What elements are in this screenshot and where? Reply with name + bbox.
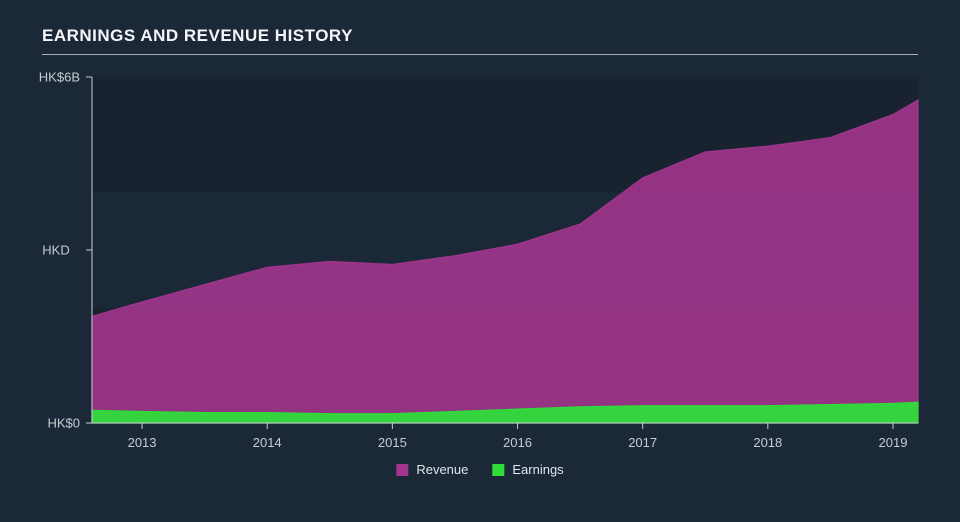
x-tick-label: 2015 — [378, 435, 407, 450]
legend: Revenue Earnings — [396, 462, 563, 477]
x-tick-label: 2018 — [753, 435, 782, 450]
legend-label-earnings: Earnings — [512, 462, 563, 477]
legend-label-revenue: Revenue — [416, 462, 468, 477]
chart-title: EARNINGS AND REVENUE HISTORY — [42, 26, 353, 46]
legend-swatch-revenue — [396, 464, 408, 476]
legend-item-revenue: Revenue — [396, 462, 468, 477]
title-rule — [42, 54, 918, 55]
legend-item-earnings: Earnings — [492, 462, 563, 477]
plot-area: 2013201420152016201720182019 — [92, 77, 918, 423]
y-tick-label: HK$0 — [47, 416, 80, 431]
chart-card: { "title": { "text": "EARNINGS AND REVEN… — [0, 0, 960, 522]
x-tick-label: 2017 — [628, 435, 657, 450]
x-tick-label: 2016 — [503, 435, 532, 450]
y-tick-label: HK$6B — [39, 70, 80, 85]
x-tick-label: 2014 — [253, 435, 282, 450]
y-tick-label: HKD — [42, 243, 69, 258]
x-tick-label: 2019 — [879, 435, 908, 450]
x-tick-label: 2013 — [128, 435, 157, 450]
area-chart-svg — [92, 77, 918, 423]
legend-swatch-earnings — [492, 464, 504, 476]
